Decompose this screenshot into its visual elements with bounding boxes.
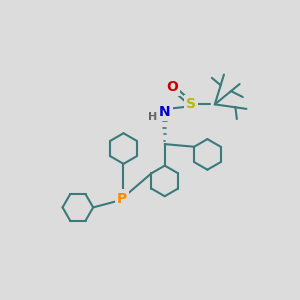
Text: H: H	[148, 112, 157, 122]
Text: P: P	[117, 192, 127, 206]
Text: O: O	[166, 80, 178, 94]
Text: N: N	[159, 105, 170, 119]
Text: S: S	[186, 98, 196, 111]
